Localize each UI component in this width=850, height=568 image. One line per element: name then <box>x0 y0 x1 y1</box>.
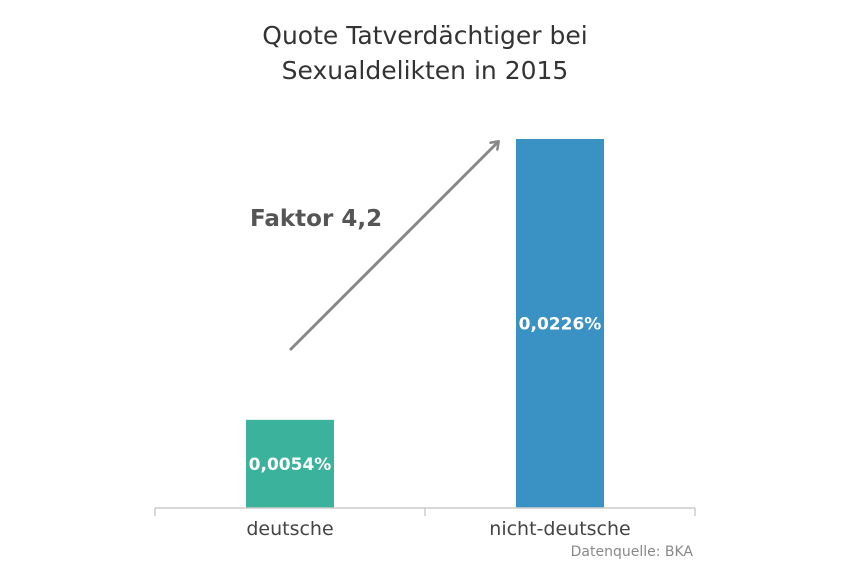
bars-group: 0,0054% 0,0226% <box>246 139 604 508</box>
chart-title-line-2: Sexualdelikten in 2015 <box>282 56 569 85</box>
x-axis: deutsche nicht-deutsche <box>154 507 696 540</box>
bar-nicht-deutsche <box>516 139 604 508</box>
x-tick-labels: deutsche nicht-deutsche <box>246 518 630 540</box>
x-tick-label-deutsche: deutsche <box>246 518 333 540</box>
x-tick-label-nicht-deutsche: nicht-deutsche <box>489 518 630 540</box>
bar-deutsche <box>246 419 334 508</box>
data-source: Datenquelle: BKA <box>571 544 694 560</box>
bar-value-label-deutsche: 0,0054% <box>249 455 332 475</box>
bar-value-label-nicht-deutsche: 0,0226% <box>519 315 602 335</box>
factor-annotation: Faktor 4,2 <box>250 206 382 232</box>
growth-arrow <box>288 142 498 352</box>
chart-title-line-1: Quote Tatverdächtiger bei <box>262 21 587 50</box>
